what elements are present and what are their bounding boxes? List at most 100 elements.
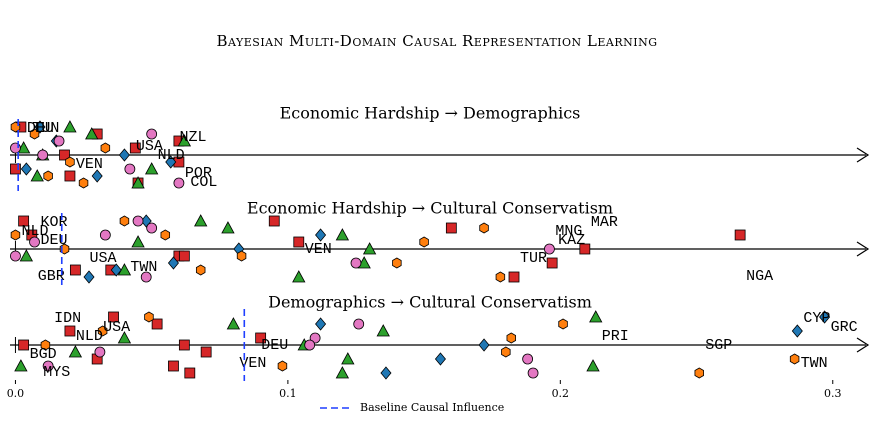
panel-title: Economic Hardship → Demographics — [280, 104, 581, 123]
point — [380, 366, 392, 380]
point — [40, 339, 51, 351]
point — [146, 222, 158, 234]
point-label: SGP — [705, 337, 732, 354]
x-tick-label: 0.2 — [552, 387, 570, 400]
point — [694, 367, 704, 379]
point-label: KAZ — [558, 232, 585, 249]
point — [91, 169, 103, 183]
point — [789, 353, 800, 365]
axis-arrow — [856, 241, 870, 257]
point — [37, 149, 49, 161]
point — [151, 318, 163, 330]
point — [579, 243, 591, 255]
point — [124, 163, 136, 175]
point-label: POR — [185, 165, 212, 182]
point — [268, 215, 280, 227]
point — [177, 134, 192, 147]
point — [131, 235, 145, 248]
point — [119, 215, 130, 227]
point-label: NZL — [179, 129, 206, 146]
point-label: NLD — [76, 328, 103, 345]
point — [293, 236, 305, 248]
chart-title: Bayesian Multi-Domain Causal Representat… — [216, 32, 657, 50]
point — [146, 128, 158, 140]
x-tick-label: 0.0 — [7, 387, 25, 400]
point-label: VEN — [76, 156, 103, 173]
point-label: NLD — [158, 147, 185, 164]
point-label: MNG — [555, 223, 582, 240]
point-label: TWN — [130, 259, 157, 276]
point — [558, 318, 568, 330]
point — [200, 346, 212, 358]
point — [184, 367, 196, 379]
point — [10, 250, 21, 262]
point-label: TUR — [520, 250, 547, 267]
point-label: CYP — [803, 310, 830, 327]
point — [53, 135, 65, 147]
legend-label: Baseline Causal Influence — [360, 401, 504, 414]
point — [118, 148, 130, 162]
point-label: GRC — [831, 319, 858, 336]
point — [195, 264, 206, 276]
point — [64, 325, 76, 337]
point — [132, 215, 144, 227]
point — [501, 346, 511, 358]
panel-title: Demographics → Cultural Conservatism — [268, 293, 592, 312]
point — [117, 263, 132, 276]
point — [508, 271, 520, 283]
x-tick-label: 0.3 — [824, 387, 842, 400]
point-label: MAR — [591, 214, 618, 231]
point — [20, 162, 32, 176]
point — [167, 256, 179, 270]
point — [131, 176, 145, 189]
point — [108, 311, 119, 323]
point — [129, 142, 141, 154]
point — [546, 257, 558, 269]
point-label: VEN — [239, 355, 266, 372]
point — [178, 339, 190, 351]
point — [99, 229, 111, 241]
point — [18, 215, 30, 227]
point — [255, 332, 267, 344]
point — [168, 360, 179, 372]
point — [10, 163, 21, 175]
point — [362, 242, 377, 255]
point-label: NLD — [21, 223, 48, 240]
point — [392, 257, 402, 269]
point — [29, 128, 40, 140]
point-label: DEU — [41, 232, 68, 249]
point-label: IDN — [54, 310, 81, 327]
point — [65, 156, 75, 168]
point — [277, 360, 288, 372]
point — [117, 331, 132, 344]
point-label: KOR — [41, 214, 68, 231]
point — [335, 366, 350, 379]
point — [221, 221, 235, 234]
point-label: TUN — [32, 120, 59, 137]
point — [350, 257, 362, 269]
point-label: BGD — [30, 346, 57, 363]
point — [59, 149, 70, 161]
point — [734, 229, 746, 241]
point — [10, 229, 21, 241]
point — [42, 360, 54, 372]
point — [144, 162, 159, 175]
axis-arrow — [856, 337, 870, 353]
point-label: COL — [190, 174, 217, 191]
point — [14, 359, 28, 372]
point — [78, 177, 89, 189]
x-tick-label: 0.1 — [279, 387, 297, 400]
point — [341, 352, 355, 365]
point — [160, 229, 171, 241]
point — [527, 367, 539, 379]
point — [194, 214, 208, 227]
point — [506, 332, 517, 344]
point — [479, 222, 489, 234]
point — [236, 250, 247, 262]
point — [445, 222, 457, 234]
point — [69, 264, 81, 276]
point-label: USA — [103, 319, 130, 336]
point — [110, 263, 122, 277]
point — [304, 339, 316, 351]
point-label: USA — [90, 250, 117, 267]
